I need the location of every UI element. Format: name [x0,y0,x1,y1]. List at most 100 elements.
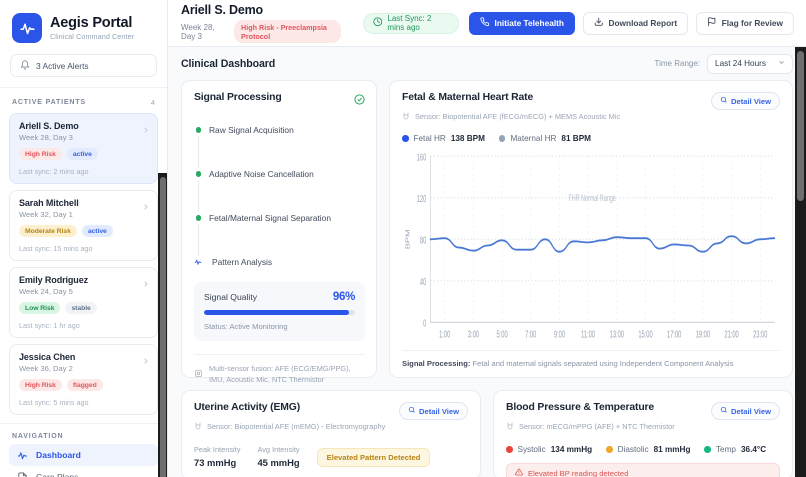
warning-icon [515,468,523,477]
activity-icon [17,450,28,461]
svg-text:21:00: 21:00 [724,329,739,340]
signal-quality-block: Signal Quality 96% Status: Active Monito… [194,282,365,341]
time-range-select[interactable]: Last 24 Hours [707,53,793,74]
pipeline-step-label: Fetal/Maternal Signal Separation [209,213,331,223]
protocol-badge: High Risk - Preeclampsia Protocol [234,20,341,43]
heart-rate-footer: Signal Processing: Fetal and maternal si… [402,350,780,368]
brand-subtitle: Clinical Command Center [50,32,135,41]
patient-card[interactable]: Emily Rodriguez Week 24, Day 5 Low Risk … [9,267,158,338]
last-sync-badge: Last Sync: 2 mins ago [362,12,460,34]
avg-intensity-stat: Avg Intensity 45 mmHg [257,445,299,468]
initiate-telehealth-label: Initiate Telehealth [494,18,564,28]
svg-text:40: 40 [420,276,427,287]
uterine-stats: Peak Intensity 73 mmHg Avg Intensity 45 … [194,445,468,468]
sidebar-item-care-plans[interactable]: Care Plans [9,466,158,477]
sidebar-scroll-region: ACTIVE PATIENTS 4 Ariell S. Demo Week 28… [0,87,167,477]
signal-processing-title: Signal Processing [194,92,282,103]
download-report-label: Download Report [608,18,678,28]
svg-text:9:00: 9:00 [554,329,566,340]
main-scrollbar-thumb[interactable] [797,51,804,201]
heart-rate-sensor: Sensor: Biopotential AFE (fECG/mECG) + M… [415,111,621,121]
detail-view-button[interactable]: Detail View [398,402,468,420]
status-badge: active [81,225,113,237]
search-icon [408,406,416,416]
sensor-icon [402,107,410,125]
heart-rate-title: Fetal & Maternal Heart Rate [402,92,534,103]
vital-label: Diastolic [617,445,649,454]
patient-name: Emily Rodriguez [19,275,89,285]
patient-gestation: Week 28, Day 3 [181,22,215,41]
phone-icon [480,17,490,29]
bell-icon [20,57,30,75]
legend-item-maternal-hr: Maternal HR 81 BPM [498,134,591,143]
heart-rate-chart[interactable]: 0 40 80 120 160 BPM 1:00 3:00 5:00 7:00 9:00 11:00 1… [402,147,780,350]
dashboard-grid-bottom: Uterine Activity (EMG) Sensor: Biopotent… [168,378,806,477]
sidebar-item-dashboard[interactable]: Dashboard [9,444,158,466]
svg-text:7:00: 7:00 [525,329,537,340]
last-sync-label: Last Sync: 2 mins ago [387,14,432,32]
patient-card[interactable]: Ariell S. Demo Week 28, Day 3 High Risk … [9,113,158,184]
svg-text:FHR Normal Range: FHR Normal Range [568,193,615,204]
download-report-button[interactable]: Download Report [582,11,689,35]
navigation-label: NAVIGATION [12,433,64,440]
svg-text:BPM: BPM [404,229,410,249]
vital-diastolic: Diastolic 81 mmHg [606,445,690,454]
detail-view-label: Detail View [731,96,771,106]
active-patients-header: ACTIVE PATIENTS 4 [0,88,167,113]
brand[interactable]: Aegis Portal Clinical Command Center [0,0,167,52]
legend-label: Fetal HR [413,134,446,143]
chevron-right-icon [142,198,150,216]
legend-dot-icon [506,446,513,453]
chevron-right-icon [142,352,150,370]
status-badge: active [66,148,98,160]
svg-text:23:00: 23:00 [753,329,768,340]
bp-temp-sensor: Sensor: mECG/mPPG (AFE) + NTC Thermistor [519,421,675,431]
legend-value: 81 BPM [561,134,591,143]
patient-card[interactable]: Jessica Chen Week 36, Day 2 High Risk fl… [9,344,158,415]
step-connector [198,136,199,168]
main-scrollbar[interactable] [795,47,806,477]
sensor-icon [194,417,202,435]
heart-rate-card: Fetal & Maternal Heart Rate Sensor: Biop… [389,80,793,378]
download-icon [594,17,604,29]
pipeline-step-label: Adaptive Noise Cancellation [209,169,314,179]
step-connector [198,224,199,256]
legend-label: Maternal HR [510,134,557,143]
signal-processing-card: Signal Processing Raw Signal Acquisition… [181,80,377,384]
sidebar-item-label: Care Plans [36,472,79,477]
initiate-telehealth-button[interactable]: Initiate Telehealth [469,11,575,35]
patient-name: Ariell S. Demo [19,121,79,131]
detail-view-button[interactable]: Detail View [710,92,780,110]
sidebar: Aegis Portal Clinical Command Center 3 A… [0,0,168,477]
stat-value: 45 mmHg [257,457,300,468]
detail-view-label: Detail View [419,406,459,416]
uterine-activity-card: Uterine Activity (EMG) Sensor: Biopotent… [181,390,481,477]
svg-text:3:00: 3:00 [468,329,480,340]
vitals-row: Systolic 134 mmHg Diastolic 81 mmHg Temp… [506,445,780,454]
flag-for-review-label: Flag for Review [721,18,783,28]
svg-text:120: 120 [417,193,427,204]
heart-rate-footer-label: Signal Processing: [402,359,471,368]
active-alerts-button[interactable]: 3 Active Alerts [10,54,157,77]
signal-quality-progress [204,310,355,315]
detail-view-button[interactable]: Detail View [710,402,780,420]
bp-temp-title: Blood Pressure & Temperature [506,402,655,413]
patient-card[interactable]: Sarah Mitchell Week 32, Day 1 Moderate R… [9,190,158,261]
patient-badges: Moderate Risk active [19,225,149,237]
sidebar-scrollbar[interactable] [158,173,167,477]
uterine-activity-sensor: Sensor: Biopotential AFE (mEMG) - Electr… [207,421,386,431]
patient-badges: High Risk active [19,148,149,160]
svg-text:1:00: 1:00 [439,329,451,340]
uterine-activity-title: Uterine Activity (EMG) [194,402,301,413]
bp-alert-text: Elevated BP reading detected [528,468,629,477]
vital-systolic: Systolic 134 mmHg [506,445,592,454]
chevron-down-icon [778,59,785,68]
sensor-fusion-text: Multi-sensor fusion: AFE (ECG/EMG/PPG), … [209,364,351,384]
svg-text:17:00: 17:00 [667,329,682,340]
pulse-icon [12,13,42,43]
peak-intensity-stat: Peak Intensity 73 mmHg [194,445,240,468]
pipeline-step: Fetal/Maternal Signal Separation [194,212,365,224]
flag-for-review-button[interactable]: Flag for Review [696,11,794,35]
time-range-value: Last 24 Hours [715,59,766,68]
sidebar-scrollbar-thumb[interactable] [159,177,166,477]
